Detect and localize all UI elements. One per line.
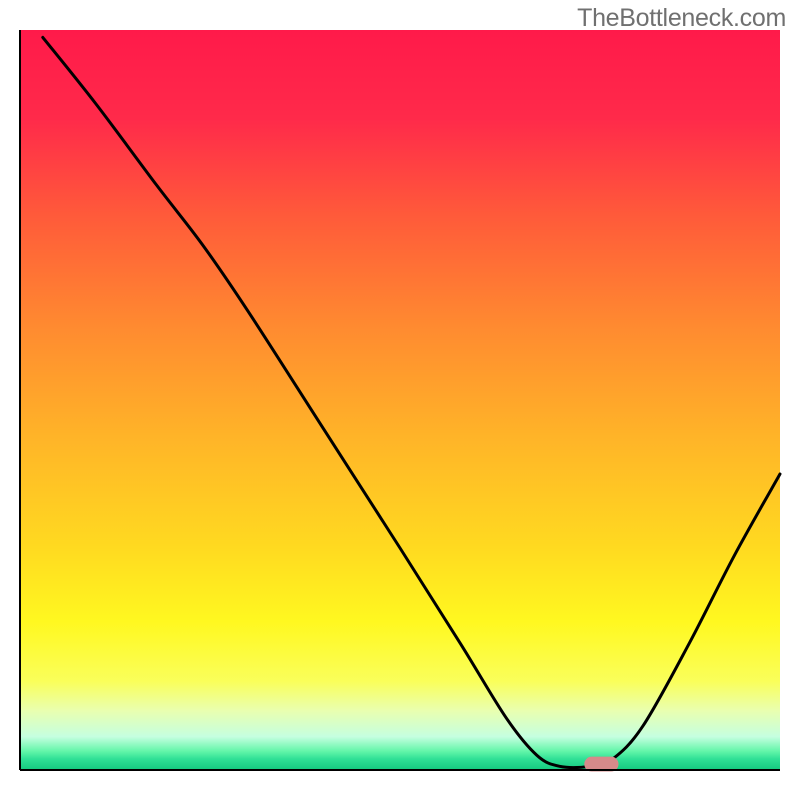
chart-svg <box>0 0 800 800</box>
gradient-background <box>20 30 780 770</box>
bottleneck-chart <box>0 0 800 800</box>
watermark-text: TheBottleneck.com <box>577 4 786 33</box>
